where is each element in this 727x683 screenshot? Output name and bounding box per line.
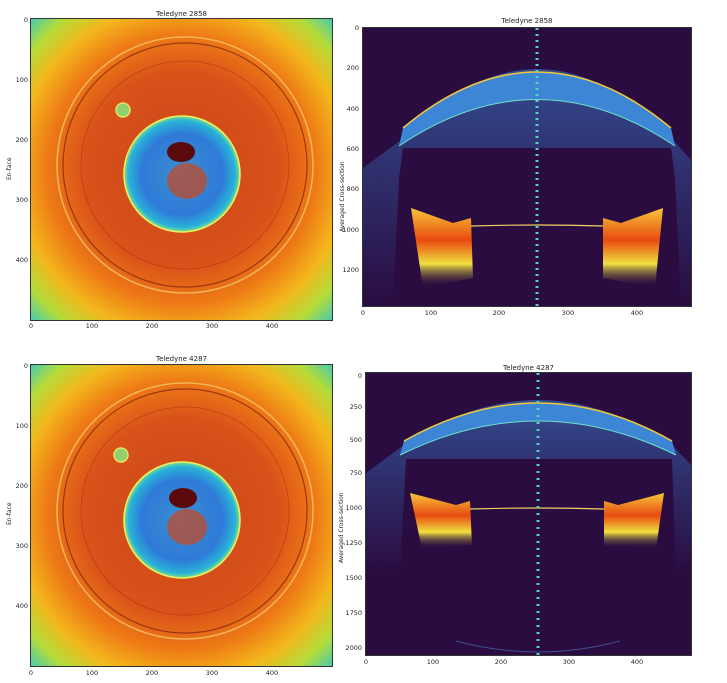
y-tick: 1500 bbox=[345, 574, 362, 582]
y-axis-label: En-face bbox=[6, 157, 13, 180]
y-tick: 800 bbox=[346, 185, 359, 193]
y-tick: 1750 bbox=[345, 609, 362, 617]
x-tick: 100 bbox=[424, 309, 438, 317]
panel-title: Teledyne 2858 bbox=[501, 17, 553, 25]
x-tick: 300 bbox=[205, 669, 219, 677]
x-tick: 300 bbox=[561, 309, 575, 317]
y-tick: 200 bbox=[15, 136, 28, 144]
y-tick: 100 bbox=[15, 422, 28, 430]
y-tick: 250 bbox=[349, 403, 362, 411]
panel-title: Teledyne 2858 bbox=[155, 10, 207, 18]
panel-title: Teledyne 4287 bbox=[502, 364, 554, 372]
y-axis-label: Averaged Cross-section bbox=[339, 161, 346, 232]
y-tick: 750 bbox=[349, 469, 362, 477]
panel-title: Teledyne 4287 bbox=[155, 355, 207, 363]
x-tick: 200 bbox=[494, 658, 508, 666]
y-tick: 200 bbox=[15, 482, 28, 490]
y-tick: 1000 bbox=[342, 226, 359, 234]
y-tick: 0 bbox=[354, 24, 359, 32]
x-tick: 400 bbox=[265, 669, 279, 677]
y-tick: 1250 bbox=[345, 539, 362, 547]
y-tick: 0 bbox=[23, 16, 28, 24]
y-tick: 400 bbox=[346, 105, 359, 113]
x-tick: 400 bbox=[265, 322, 279, 330]
x-tick: 100 bbox=[85, 669, 99, 677]
x-tick: 300 bbox=[562, 658, 576, 666]
x-tick: 0 bbox=[28, 669, 34, 677]
x-tick: 200 bbox=[492, 309, 506, 317]
x-tick: 0 bbox=[363, 658, 369, 666]
x-tick: 0 bbox=[28, 322, 34, 330]
y-axis-label: Averaged Cross-section bbox=[338, 492, 345, 563]
y-tick: 0 bbox=[357, 372, 362, 380]
y-tick: 100 bbox=[15, 76, 28, 84]
x-tick: 200 bbox=[145, 669, 159, 677]
x-tick: 100 bbox=[85, 322, 99, 330]
x-tick: 200 bbox=[145, 322, 159, 330]
y-tick: 1200 bbox=[342, 266, 359, 274]
x-tick: 400 bbox=[630, 309, 644, 317]
y-tick: 300 bbox=[15, 196, 28, 204]
cross-section-image bbox=[362, 27, 692, 307]
x-tick: 300 bbox=[205, 322, 219, 330]
y-axis-label: En-face bbox=[6, 502, 13, 525]
y-tick: 2000 bbox=[345, 644, 362, 652]
enface-image bbox=[30, 18, 333, 321]
y-tick: 1000 bbox=[345, 504, 362, 512]
enface-image bbox=[30, 364, 333, 667]
y-tick: 300 bbox=[15, 542, 28, 550]
y-tick: 0 bbox=[23, 362, 28, 370]
y-tick: 600 bbox=[346, 145, 359, 153]
y-tick: 500 bbox=[349, 436, 362, 444]
y-tick: 400 bbox=[15, 602, 28, 610]
x-tick: 400 bbox=[630, 658, 644, 666]
x-tick: 0 bbox=[360, 309, 366, 317]
y-tick: 200 bbox=[346, 64, 359, 72]
y-tick: 400 bbox=[15, 256, 28, 264]
cross-section-image bbox=[365, 372, 692, 656]
x-tick: 100 bbox=[426, 658, 440, 666]
